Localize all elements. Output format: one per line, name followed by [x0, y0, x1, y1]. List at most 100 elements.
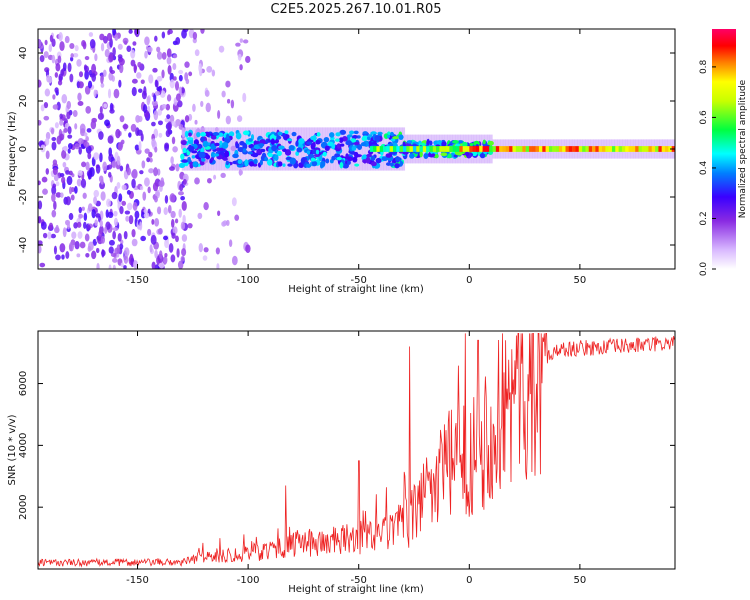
signal-cell: [267, 152, 273, 158]
signal-cell: [406, 140, 413, 144]
noise-cell: [59, 243, 66, 253]
noise-cell: [161, 69, 165, 79]
noise-cell: [77, 231, 83, 239]
noise-cell: [51, 54, 56, 64]
tone-core-cell: [442, 146, 447, 152]
noise-cell: [173, 76, 177, 81]
noise-cell: [176, 248, 180, 258]
noise-cell: [52, 104, 59, 110]
noise-cell: [154, 196, 158, 203]
signal-cell: [191, 155, 196, 159]
signal-cell: [210, 151, 216, 159]
tone-core-cell: [645, 146, 649, 152]
spectrogram-x-tick-label: 50: [574, 275, 587, 286]
noise-cell: [215, 247, 220, 255]
signal-cell: [224, 136, 231, 143]
noise-cell: [60, 192, 64, 198]
signal-cell: [465, 151, 469, 157]
noise-cell: [206, 66, 213, 73]
tone-core-cell: [625, 146, 629, 152]
noise-cell: [38, 180, 41, 186]
noise-cell: [58, 73, 63, 82]
noise-cell: [74, 143, 80, 150]
noise-cell: [164, 143, 169, 152]
signal-cell: [300, 157, 306, 165]
signal-cell: [277, 131, 283, 136]
noise-cell: [95, 164, 101, 174]
noise-cell: [139, 221, 143, 231]
tone-core-cell: [519, 146, 523, 152]
signal-cell: [315, 149, 320, 155]
noise-cell: [78, 213, 84, 219]
signal-cell: [181, 159, 189, 163]
noise-cell: [213, 174, 217, 180]
noise-cell: [111, 191, 118, 200]
noise-cell: [83, 141, 90, 148]
noise-cell: [126, 202, 133, 211]
noise-cell: [95, 247, 100, 254]
signal-cell: [419, 150, 423, 158]
noise-cell: [166, 48, 172, 58]
colorbar-tick-label: 0.2: [699, 211, 709, 225]
signal-cell: [305, 163, 312, 168]
noise-cell: [169, 79, 175, 89]
colorbar-tick-label: 0.8: [699, 59, 709, 74]
tone-core-cell: [532, 146, 536, 152]
signal-cell: [212, 132, 220, 136]
signal-cell: [242, 148, 247, 153]
noise-cell: [128, 214, 134, 225]
noise-cell: [106, 32, 113, 42]
noise-cell: [156, 46, 161, 53]
signal-cell: [335, 132, 341, 137]
noise-cell: [144, 148, 150, 154]
noise-cell: [72, 109, 78, 117]
signal-cell: [266, 159, 273, 166]
noise-cell: [51, 141, 57, 151]
signal-cell: [347, 134, 353, 138]
signal-cell: [353, 141, 360, 146]
noise-cell: [111, 160, 117, 169]
tone-core-cell: [439, 146, 443, 152]
noise-cell: [77, 101, 84, 106]
noise-cell: [83, 212, 88, 221]
signal-cell: [453, 154, 458, 158]
noise-cell: [118, 63, 124, 74]
noise-cell: [172, 54, 178, 59]
tone-core-cell: [522, 146, 526, 152]
noise-cell: [85, 145, 92, 154]
noise-cell: [182, 29, 189, 33]
signal-cell: [336, 156, 343, 161]
tone-core-cell: [369, 146, 374, 152]
noise-cell: [170, 254, 176, 263]
tone-core-cell: [628, 146, 633, 152]
signal-cell: [205, 154, 211, 160]
signal-cell: [259, 159, 263, 166]
noise-cell: [81, 161, 87, 168]
signal-cell: [277, 161, 283, 167]
noise-cell: [96, 262, 100, 269]
tone-core-cell: [465, 146, 470, 152]
tone-core-cell: [492, 146, 497, 152]
noise-cell: [200, 100, 204, 107]
snr-x-tick-label: 0: [466, 575, 472, 586]
noise-cell: [64, 35, 70, 44]
tone-core-cell: [661, 146, 666, 152]
noise-cell: [192, 31, 198, 40]
tone-core-cell: [399, 146, 404, 152]
noise-cell: [112, 257, 118, 263]
tone-halo-cell: [362, 127, 366, 171]
tone-core-cell: [419, 146, 424, 152]
noise-cell: [158, 262, 165, 269]
noise-cell: [138, 141, 142, 151]
noise-cell: [180, 255, 185, 262]
noise-cell: [198, 243, 203, 253]
noise-cell: [149, 244, 153, 253]
noise-cell: [156, 86, 162, 92]
noise-cell: [185, 78, 190, 85]
tone-core-cell: [383, 146, 387, 152]
signal-cell: [331, 155, 336, 161]
noise-cell: [38, 119, 42, 126]
noise-cell: [181, 87, 185, 94]
noise-cell: [178, 74, 183, 82]
snr-x-tick-label: -100: [237, 575, 260, 586]
